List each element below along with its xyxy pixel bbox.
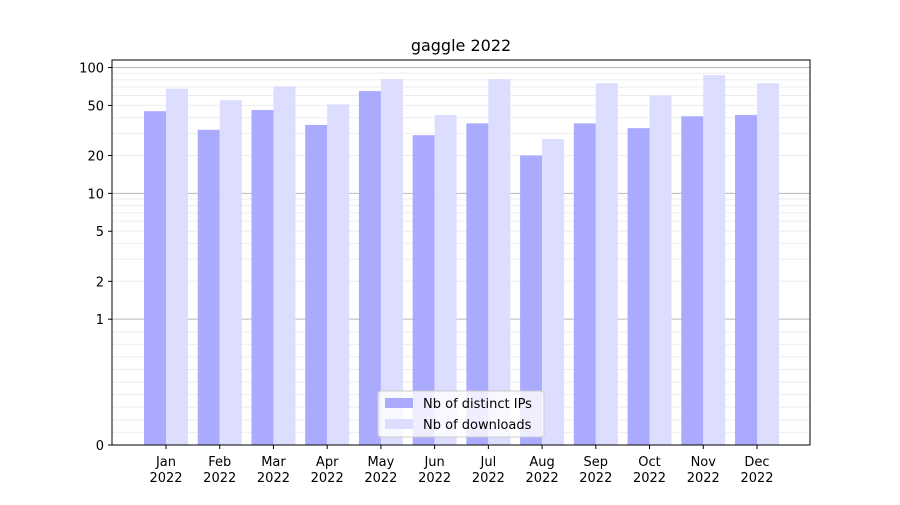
bar-distinct-ips bbox=[520, 155, 543, 445]
bar-distinct-ips bbox=[573, 123, 596, 445]
plot-frame bbox=[111, 59, 811, 446]
legend-swatch bbox=[385, 398, 413, 408]
x-tick-label: Jul 2022 bbox=[472, 455, 505, 486]
y-tick-label: 50 bbox=[87, 99, 104, 114]
x-tick-label: May 2022 bbox=[364, 455, 397, 486]
bar-distinct-ips bbox=[144, 111, 166, 445]
bar-downloads bbox=[219, 100, 242, 445]
x-axis: Jan 2022 Feb 2022 Mar 2022 Apr 2022 May 2022 Jun 20… bbox=[149, 445, 774, 486]
bar-distinct-ips bbox=[251, 109, 274, 446]
y-tick-label: 1 bbox=[96, 313, 104, 328]
x-tick-label: Jun 2022 bbox=[418, 455, 451, 486]
bars bbox=[144, 75, 779, 446]
x-tick-label: Aug 2022 bbox=[526, 455, 559, 486]
y-tick-label: 100 bbox=[79, 62, 104, 77]
y-tick-label: 20 bbox=[87, 149, 104, 164]
bar-distinct-ips bbox=[197, 129, 220, 445]
x-tick-label: Mar 2022 bbox=[257, 455, 290, 486]
bar-distinct-ips bbox=[305, 124, 328, 445]
bar-downloads bbox=[595, 83, 618, 445]
bar-downloads bbox=[757, 83, 779, 445]
bar-downloads bbox=[166, 88, 188, 445]
legend-label: Nb of downloads bbox=[423, 418, 532, 433]
bar-distinct-ips bbox=[358, 91, 381, 445]
chart-title: gaggle 2022 bbox=[411, 36, 511, 55]
x-tick-label: Dec 2022 bbox=[740, 455, 773, 486]
x-tick-label: Feb 2022 bbox=[203, 455, 236, 486]
bar-downloads bbox=[380, 79, 403, 445]
legend-box bbox=[377, 390, 545, 438]
bar-distinct-ips bbox=[412, 135, 435, 446]
y-axis: 0 1 2 5 10 20 50 100 bbox=[79, 62, 112, 454]
x-tick-label: Jan 2022 bbox=[149, 455, 182, 486]
x-tick-label: Oct 2022 bbox=[633, 455, 666, 486]
y-tick-label: 0 bbox=[96, 439, 104, 454]
bar-downloads bbox=[649, 95, 672, 445]
legend-label: Nb of distinct IPs bbox=[423, 397, 532, 412]
y-tick-label: 10 bbox=[87, 187, 104, 202]
bar-distinct-ips bbox=[627, 128, 650, 445]
legend: Nb of distinct IPs Nb of downloads bbox=[377, 390, 545, 438]
bar-downloads bbox=[703, 75, 726, 446]
x-tick-label: Sep 2022 bbox=[579, 455, 612, 486]
x-tick-label: Nov 2022 bbox=[687, 455, 720, 486]
bar-downloads bbox=[434, 114, 457, 446]
bar-downloads bbox=[542, 139, 565, 445]
y-tick-label: 5 bbox=[96, 225, 104, 240]
x-tick-label: Apr 2022 bbox=[311, 455, 344, 486]
bar-downloads bbox=[488, 79, 511, 445]
legend-swatch bbox=[385, 419, 413, 429]
bar-downloads bbox=[273, 86, 296, 445]
y-tick-label: 2 bbox=[96, 275, 104, 290]
bar-distinct-ips bbox=[466, 123, 489, 445]
bar-distinct-ips bbox=[681, 116, 704, 445]
bar-downloads bbox=[327, 104, 350, 445]
bar-distinct-ips bbox=[735, 114, 757, 446]
